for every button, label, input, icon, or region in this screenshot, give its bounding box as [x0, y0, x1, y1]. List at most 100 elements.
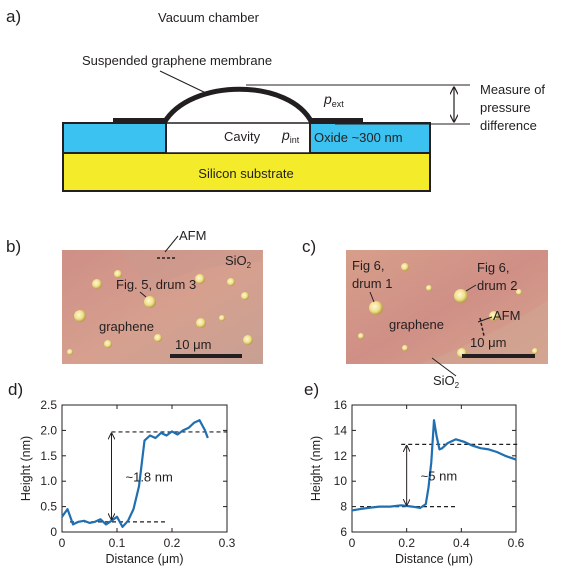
drum	[74, 310, 86, 322]
x-tick-label: 0	[59, 536, 66, 550]
oxide-left	[62, 122, 167, 154]
drum	[454, 289, 468, 303]
drum	[402, 345, 408, 351]
drum2-pointer	[465, 284, 477, 292]
graphene-label-c: graphene	[389, 317, 444, 332]
step-height-annotation: ~5 nm	[421, 468, 458, 483]
measure-label-line2: pressure	[480, 100, 531, 115]
x-tick-label: 0.2	[164, 536, 181, 550]
y-tick-label: 1.0	[40, 474, 57, 488]
y-axis-label: Height (nm)	[309, 436, 323, 501]
micrograph-b-oxide-region	[120, 250, 262, 290]
panel-b-letter: b)	[6, 237, 21, 256]
drum3-pointer	[139, 291, 147, 298]
drum	[114, 270, 122, 278]
drum	[243, 335, 253, 345]
sio2-label-c: SiO2	[433, 373, 460, 390]
drum	[104, 340, 112, 348]
p-int-label: pint	[281, 127, 300, 145]
drum1-pointer	[369, 291, 375, 303]
silicon-substrate	[62, 152, 431, 192]
y-tick-label: 0.5	[40, 500, 57, 514]
drum	[401, 263, 409, 271]
afm-label-c: AFM	[493, 308, 520, 323]
x-tick-label: 0.1	[109, 536, 126, 550]
drum	[67, 349, 73, 355]
micrograph-c-oxide-region	[420, 300, 548, 364]
y-tick-label: 2.5	[40, 398, 57, 412]
x-tick-label: 0.3	[219, 536, 236, 550]
y-tick-label: 1.5	[40, 449, 57, 463]
scalebar-label-c: 10 μm	[470, 335, 506, 350]
scalebar-label-b: 10 μm	[175, 337, 211, 352]
y-axis-label: Height (nm)	[19, 436, 33, 501]
afm-scan-line-c	[479, 317, 485, 337]
y-tick-label: 16	[334, 398, 348, 412]
drum	[92, 279, 102, 289]
x-axis-label: Distance (μm)	[105, 552, 183, 566]
drum	[358, 333, 364, 339]
panel-d: d) 0 0.1 0.2 0.3 0 0.5 1.0 1.5 2.0 2.5 Distance (μ…	[8, 380, 236, 566]
cavity-label: Cavity	[224, 129, 261, 144]
y-tick-label: 8	[340, 500, 347, 514]
plot-frame	[351, 404, 517, 533]
cavity	[165, 122, 311, 154]
x-tick-label: 0.6	[508, 536, 525, 550]
drum3-label: Fig. 5, drum 3	[116, 277, 196, 292]
drum	[369, 301, 383, 315]
drum	[219, 315, 225, 321]
step-height-annotation: ~1.8 nm	[126, 469, 173, 484]
drum	[241, 292, 249, 300]
drum	[426, 285, 432, 291]
panel-a-letter: a)	[6, 7, 21, 26]
drum	[195, 274, 205, 284]
oxide-label: Oxide ~300 nm	[314, 130, 403, 145]
vacuum-chamber-label: Vacuum chamber	[158, 10, 260, 25]
panel-e-letter: e)	[304, 380, 319, 399]
panel-d-letter: d)	[8, 380, 23, 399]
panel-b: b) AFM SiO2 Fig. 5, drum 3 graphene 10 μ…	[6, 228, 263, 364]
x-tick-label: 0.4	[453, 536, 470, 550]
sio2-pointer-c	[431, 357, 457, 377]
y-tick-label: 2.0	[40, 423, 57, 437]
drum2-label-line2: drum 2	[477, 278, 517, 293]
plot-frame	[61, 404, 228, 533]
drum	[144, 296, 156, 308]
graphene-label-b: graphene	[99, 319, 154, 334]
oxide-right	[309, 122, 431, 154]
graphene-membrane-dome	[161, 86, 315, 125]
measure-label-line3: difference	[480, 118, 537, 133]
y-tick-label: 14	[334, 423, 348, 437]
panel-c: c) Fig 6, drum 1 Fig 6, drum 2 graphene …	[302, 237, 548, 390]
membrane-label: Suspended graphene membrane	[82, 53, 272, 68]
height-profile-line	[61, 419, 209, 528]
y-tick-label: 0	[50, 525, 57, 539]
silicon-label: Silicon substrate	[198, 166, 293, 181]
drum2-label-line1: Fig 6,	[477, 260, 510, 275]
x-tick-label: 0	[349, 536, 356, 550]
chart-e: 0 0.2 0.4 0.6 6 8 10 12 14 16 Distance (μm) Height …	[309, 398, 525, 566]
membrane-pointer	[159, 70, 209, 95]
drum1-label-line1: Fig 6,	[352, 258, 385, 273]
drum	[154, 334, 162, 342]
chart-d: 0 0.1 0.2 0.3 0 0.5 1.0 1.5 2.0 2.5 Distance (μm) H…	[19, 398, 236, 566]
panel-a: a) Vacuum chamber Suspended graphene mem…	[6, 7, 545, 192]
height-profile-line	[351, 419, 517, 512]
drum	[196, 318, 206, 328]
y-tick-label: 10	[334, 474, 348, 488]
afm-pointer-b	[164, 235, 179, 253]
x-axis-label: Distance (μm)	[395, 552, 473, 566]
drum1-label-line2: drum 1	[352, 276, 392, 291]
graphene-drums-b	[67, 270, 253, 355]
y-tick-label: 12	[334, 449, 348, 463]
sio2-label-b: SiO2	[225, 253, 252, 270]
drum	[227, 278, 235, 286]
p-ext-label: pext	[323, 91, 344, 109]
panel-c-letter: c)	[302, 237, 316, 256]
drum	[489, 311, 499, 321]
graphene-contact-left	[113, 118, 166, 124]
afm-pointer-c	[477, 316, 493, 323]
x-tick-label: 0.2	[398, 536, 415, 550]
drum	[516, 289, 522, 295]
